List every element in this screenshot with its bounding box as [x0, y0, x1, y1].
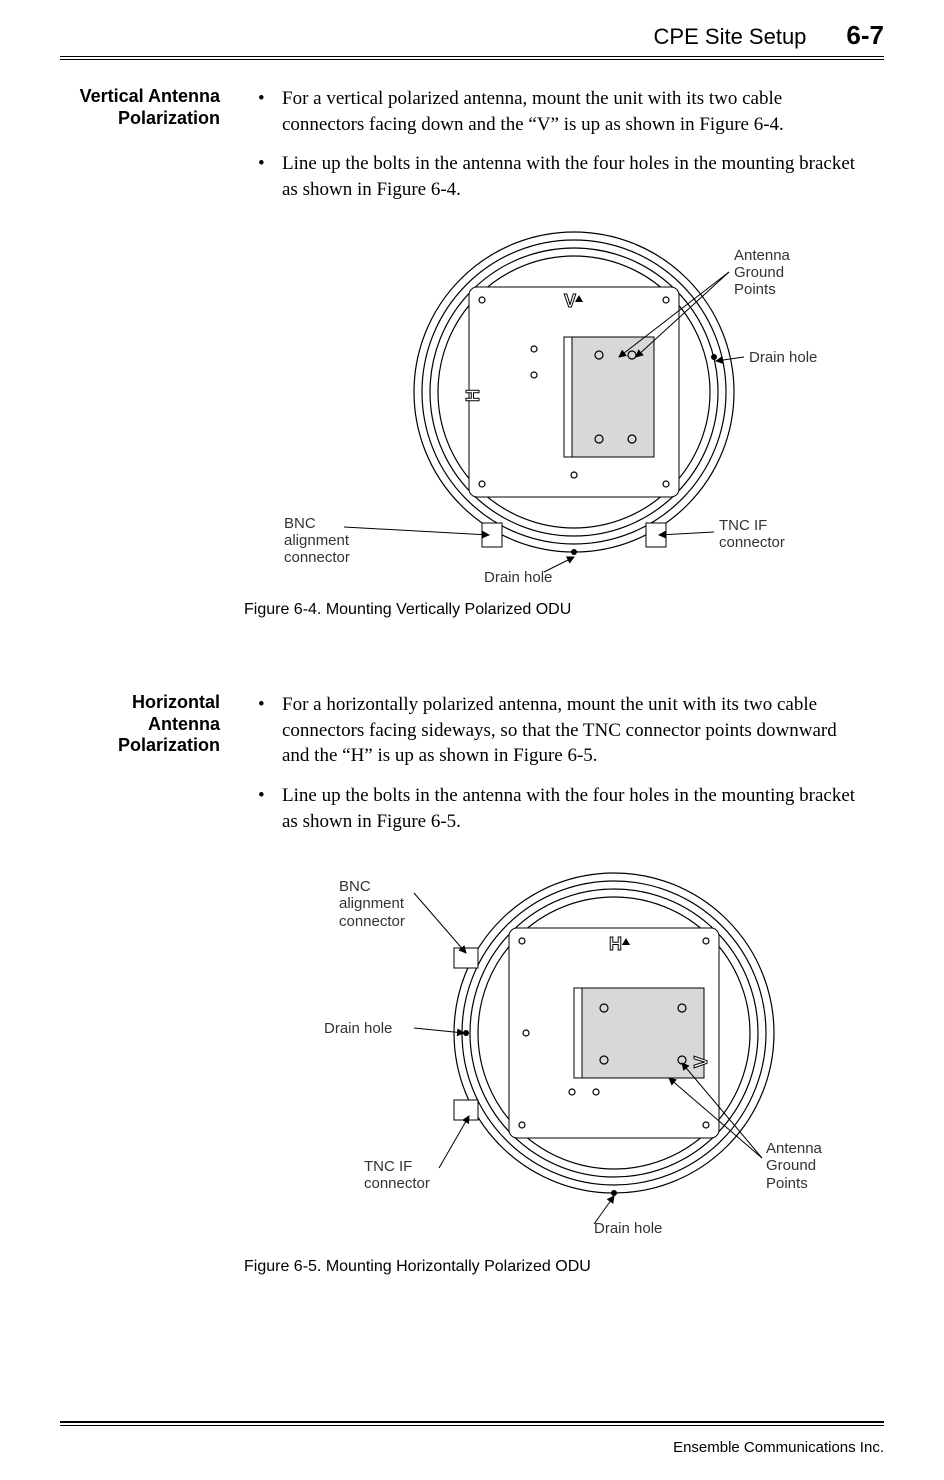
svg-text:V: V	[564, 291, 576, 311]
figure-vertical: V H Antenna Ground Points	[284, 217, 864, 587]
section-heading-vertical: Vertical Antenna Polarization	[60, 86, 220, 129]
heading-line2: Polarization	[118, 735, 220, 755]
callout-drain-hole: Drain hole	[749, 349, 817, 366]
body-col-vertical: For a vertical polarized antenna, mount …	[244, 86, 864, 619]
callout-bnc: BNC alignment connector	[339, 878, 405, 930]
callout-drain-hole: Drain hole	[594, 1220, 662, 1237]
callout-bnc: BNC alignment connector	[284, 515, 350, 567]
section-heading-horizontal: Horizontal Antenna Polarization	[60, 692, 220, 757]
callout-antenna-ground: Antenna Ground Points	[766, 1140, 822, 1192]
bullet: For a horizontally polarized antenna, mo…	[258, 692, 864, 769]
bullet: Line up the bolts in the antenna with th…	[258, 151, 864, 202]
heading-line1: Horizontal Antenna	[132, 692, 220, 734]
body-col-horizontal: For a horizontally polarized antenna, mo…	[244, 692, 864, 1276]
header-title: CPE Site Setup	[654, 24, 807, 50]
footer-rule	[60, 1421, 884, 1426]
callout-drain-hole: Drain hole	[324, 1020, 392, 1037]
callout-tnc: TNC IF connector	[719, 517, 785, 552]
footer-company: Ensemble Communications Inc.	[673, 1439, 884, 1456]
callout-drain-hole: Drain hole	[484, 569, 552, 586]
heading-line1: Vertical Antenna	[80, 86, 220, 106]
figure-caption: Figure 6-4. Mounting Vertically Polarize…	[244, 601, 864, 619]
svg-text:H: H	[609, 934, 622, 954]
header-rule	[60, 56, 884, 60]
callout-antenna-ground: Antenna Ground Points	[734, 247, 790, 299]
figure-caption: Figure 6-5. Mounting Horizontally Polari…	[244, 1258, 864, 1276]
section-vertical: Vertical Antenna Polarization For a vert…	[60, 86, 884, 619]
page-header: CPE Site Setup 6-7	[654, 20, 884, 51]
heading-line2: Polarization	[118, 108, 220, 128]
svg-text:H: H	[463, 389, 483, 402]
figure-horizontal: H V BNC alignment connector	[284, 848, 864, 1248]
header-page-number: 6-7	[846, 20, 884, 51]
bullet: For a vertical polarized antenna, mount …	[258, 86, 864, 137]
bullet: Line up the bolts in the antenna with th…	[258, 783, 864, 834]
svg-text:V: V	[691, 1056, 711, 1068]
section-horizontal: Horizontal Antenna Polarization For a ho…	[60, 692, 884, 1276]
callout-tnc: TNC IF connector	[364, 1158, 430, 1193]
